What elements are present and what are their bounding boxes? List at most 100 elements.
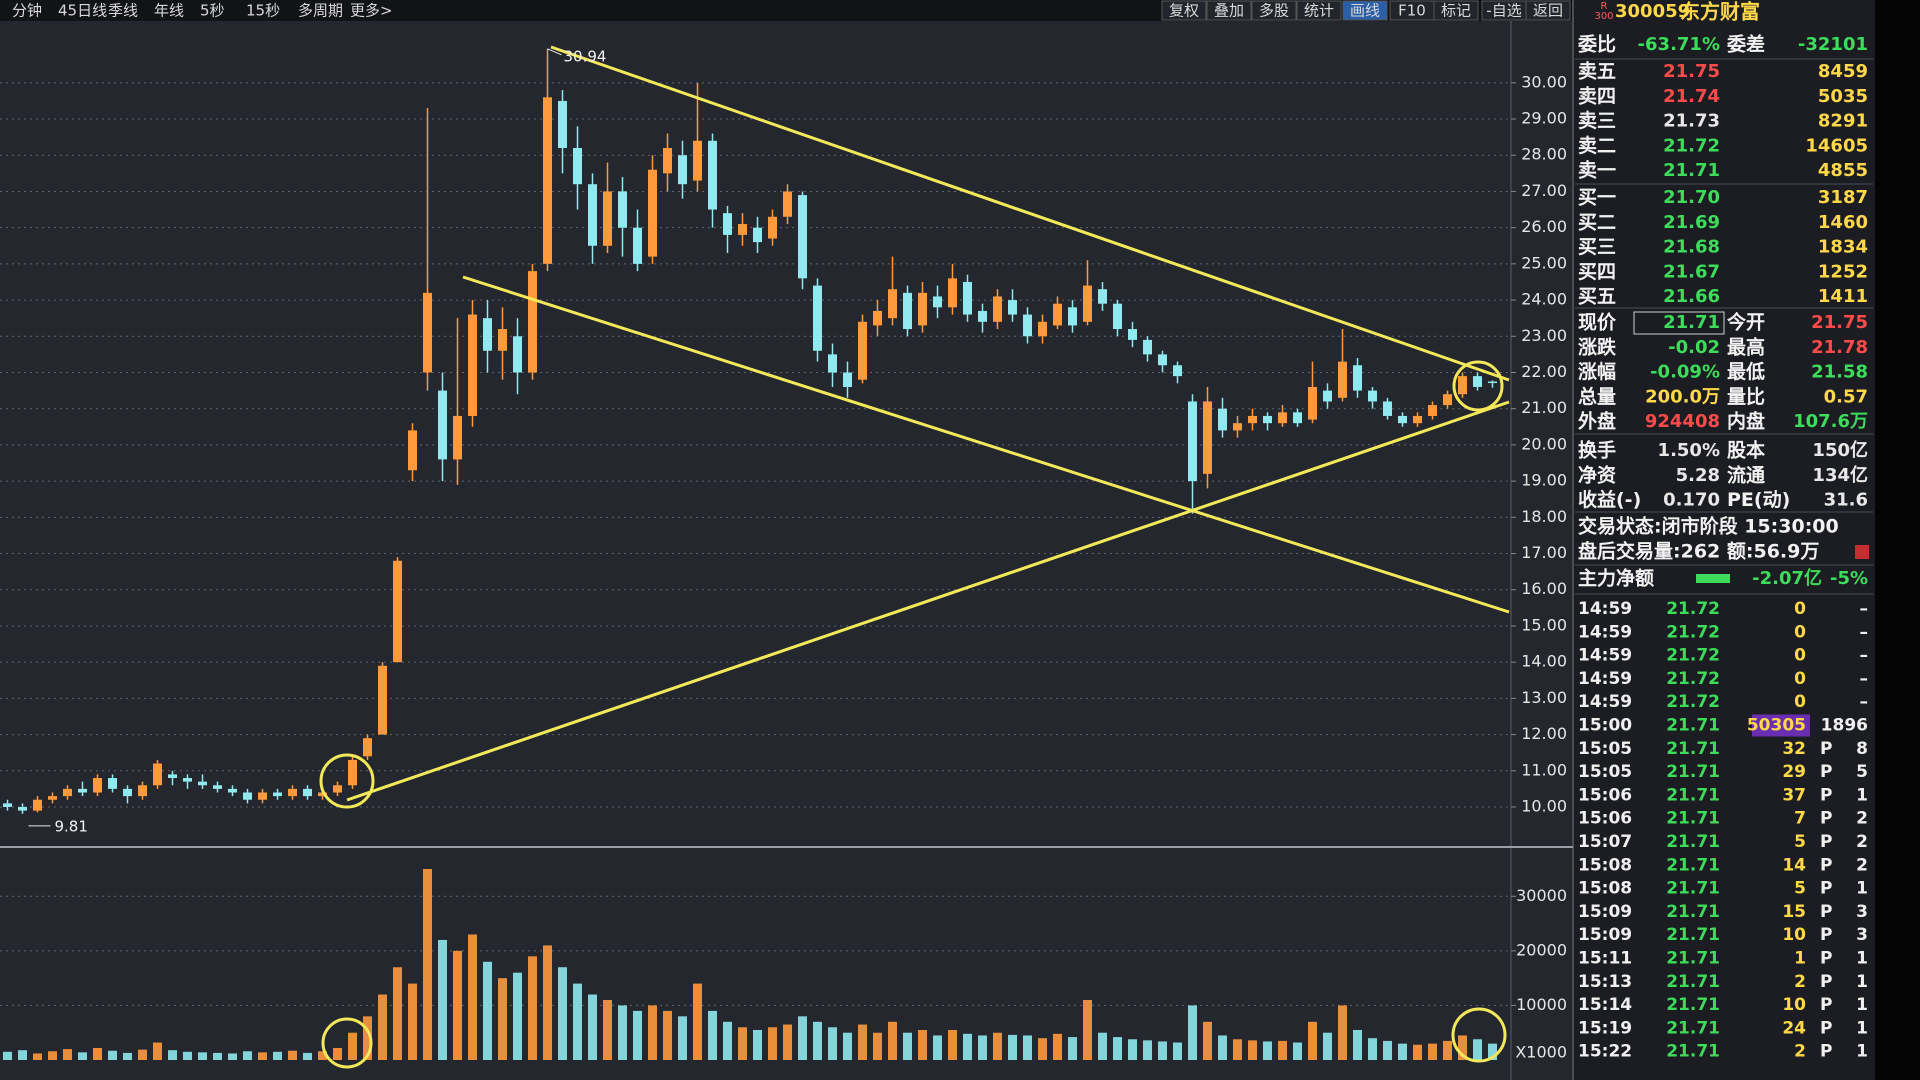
trade-count: 1 [1856, 879, 1868, 899]
main-force-label: 主力净额 [1578, 567, 1654, 590]
volume-bar [198, 1052, 207, 1060]
volume-bar [1218, 1035, 1227, 1060]
volume-bar [393, 967, 402, 1060]
volume-bar [1353, 1029, 1362, 1060]
candle-body [1278, 412, 1287, 424]
volume-bar [558, 967, 567, 1060]
book-volume: 4855 [1818, 160, 1868, 181]
trade-time: 15:09 [1578, 902, 1632, 922]
quote-value: -0.02 [1668, 337, 1720, 358]
candle-body [1443, 394, 1452, 406]
toolbar-item[interactable]: 分钟 [12, 2, 42, 20]
volume-bar [1158, 1041, 1167, 1060]
toolbar-button[interactable] [1342, 0, 1388, 21]
toolbar-item[interactable]: 多周期 [298, 2, 343, 20]
toolbar-item[interactable]: 季线 [108, 2, 138, 20]
toolbar-item[interactable]: 5秒 [200, 2, 225, 20]
stock-name: 东方财富 [1680, 0, 1760, 24]
candle-body [48, 796, 57, 800]
volume-bar [483, 961, 492, 1060]
toolbar-button-label[interactable]: 统计 [1304, 2, 1334, 20]
volume-bar [528, 956, 537, 1060]
trading-status: 交易状态:闭市阶段 15:30:00 [1578, 515, 1839, 538]
quote-value: 21.78 [1811, 337, 1868, 358]
candle-body [618, 191, 627, 228]
toolbar-button-label[interactable]: 叠加 [1214, 2, 1244, 20]
volume-bar [933, 1035, 942, 1060]
volume-bar [318, 1051, 327, 1060]
book-price: 21.67 [1663, 261, 1720, 282]
volume-bar [993, 1032, 1002, 1060]
trade-price: 21.72 [1666, 669, 1720, 689]
toolbar-button-label[interactable]: 画线 [1350, 2, 1380, 20]
toolbar-item[interactable]: 年线 [154, 2, 184, 20]
toolbar-button[interactable] [1251, 0, 1297, 21]
toolbar-item[interactable]: 15秒 [246, 2, 280, 20]
candle-body [213, 785, 222, 789]
toolbar-button[interactable] [1206, 0, 1252, 21]
trade-count: 2 [1856, 832, 1868, 852]
volume-tick-label: 10000 [1516, 995, 1567, 1014]
book-label: 卖一 [1578, 160, 1616, 182]
toolbar-button-label[interactable]: 标记 [1441, 2, 1471, 20]
candle-body [1188, 401, 1197, 482]
main-force-bar [1696, 574, 1730, 583]
volume-bar [1488, 1043, 1497, 1060]
trade-time: 15:14 [1578, 995, 1632, 1015]
book-volume: 3187 [1818, 187, 1868, 208]
quote-label: 涨幅 [1578, 360, 1616, 383]
volume-bar [978, 1035, 987, 1060]
book-value: -63.71% [1638, 34, 1720, 55]
toolbar-button-label[interactable]: F10 [1398, 2, 1426, 20]
candle-body [258, 792, 267, 800]
book-label: 买一 [1578, 187, 1616, 209]
trade-flag: P [1820, 995, 1832, 1015]
candle-body [93, 778, 102, 793]
candle-body [783, 191, 792, 217]
volume-bar [1338, 1005, 1347, 1060]
volume-bar [228, 1053, 237, 1060]
toolbar-button-label[interactable]: -自选 [1486, 2, 1521, 20]
trade-time: 15:08 [1578, 879, 1632, 899]
candle-body [423, 292, 432, 373]
toolbar-button[interactable] [1433, 0, 1479, 21]
trade-price: 21.71 [1666, 995, 1720, 1015]
volume-bar [18, 1050, 27, 1060]
trade-volume: 32 [1782, 739, 1806, 759]
candle-body [78, 788, 87, 793]
volume-tick-label: 30000 [1516, 886, 1567, 905]
toolbar-item[interactable]: 更多> [350, 2, 393, 20]
trade-count: 2 [1856, 855, 1868, 875]
trade-volume: 2 [1794, 972, 1806, 992]
trade-volume: 10 [1782, 925, 1806, 945]
quote-value: 21.58 [1811, 362, 1868, 383]
y-tick-label: 24.00 [1521, 290, 1567, 309]
candle-body [1038, 321, 1047, 337]
quote-label: 股本 [1727, 439, 1765, 462]
toolbar-button-label[interactable]: 返回 [1533, 2, 1563, 20]
trade-count: – [1860, 646, 1869, 666]
trade-time: 15:06 [1578, 785, 1632, 805]
book-price: 21.71 [1663, 160, 1720, 181]
trend-line [550, 45, 1510, 382]
toolbar-button-label[interactable]: 复权 [1169, 2, 1199, 20]
toolbar-item[interactable]: 45日线 [58, 2, 107, 20]
trade-volume: 29 [1782, 762, 1806, 782]
trade-price: 21.71 [1666, 1018, 1720, 1038]
book-price: 21.74 [1663, 86, 1720, 107]
toolbar-button[interactable] [1161, 0, 1207, 21]
trade-time: 15:05 [1578, 762, 1632, 782]
volume-bar [1143, 1040, 1152, 1060]
candle-body [1338, 361, 1347, 398]
toolbar-button[interactable] [1296, 0, 1342, 21]
trade-volume: 1 [1794, 949, 1806, 969]
trade-price: 21.71 [1666, 949, 1720, 969]
toolbar-button[interactable] [1525, 0, 1571, 21]
trade-volume: 5 [1794, 832, 1806, 852]
toolbar-button-label[interactable]: 多股 [1259, 2, 1289, 20]
quote-value: 0.57 [1824, 386, 1868, 407]
candle-body [663, 148, 672, 174]
low-label: 9.81 [55, 817, 88, 835]
candle-body [1173, 365, 1182, 377]
